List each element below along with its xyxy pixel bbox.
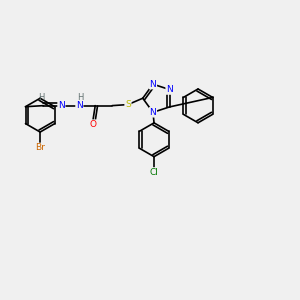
Text: O: O <box>90 120 97 129</box>
Text: H: H <box>77 93 84 102</box>
Text: N: N <box>166 85 173 94</box>
Text: S: S <box>125 100 131 109</box>
Text: Cl: Cl <box>150 168 158 177</box>
Text: N: N <box>76 101 83 110</box>
Text: N: N <box>58 101 65 110</box>
Text: H: H <box>38 93 44 102</box>
Text: Br: Br <box>35 143 45 152</box>
Text: N: N <box>150 108 156 117</box>
Text: N: N <box>150 80 156 89</box>
